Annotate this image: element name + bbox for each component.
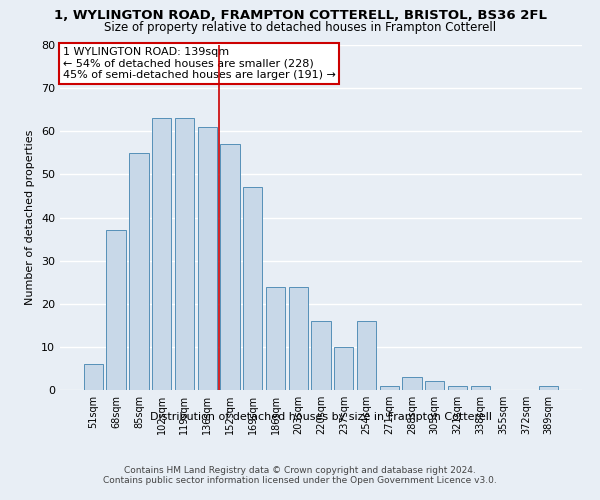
Bar: [129, 153, 149, 390]
Bar: [311, 321, 331, 390]
Bar: [197, 127, 217, 390]
Bar: [266, 286, 285, 390]
Text: 1 WYLINGTON ROAD: 139sqm
← 54% of detached houses are smaller (228)
45% of semi-: 1 WYLINGTON ROAD: 139sqm ← 54% of detach…: [62, 46, 335, 80]
Bar: [380, 386, 399, 390]
Bar: [448, 386, 467, 390]
Bar: [425, 382, 445, 390]
Bar: [539, 386, 558, 390]
Bar: [175, 118, 194, 390]
Bar: [152, 118, 172, 390]
Text: Contains HM Land Registry data © Crown copyright and database right 2024.: Contains HM Land Registry data © Crown c…: [124, 466, 476, 475]
Y-axis label: Number of detached properties: Number of detached properties: [25, 130, 35, 305]
Text: Distribution of detached houses by size in Frampton Cotterell: Distribution of detached houses by size …: [150, 412, 492, 422]
Bar: [220, 144, 239, 390]
Text: 1, WYLINGTON ROAD, FRAMPTON COTTERELL, BRISTOL, BS36 2FL: 1, WYLINGTON ROAD, FRAMPTON COTTERELL, B…: [53, 9, 547, 22]
Bar: [106, 230, 126, 390]
Bar: [403, 377, 422, 390]
Text: Contains public sector information licensed under the Open Government Licence v3: Contains public sector information licen…: [103, 476, 497, 485]
Bar: [334, 347, 353, 390]
Bar: [289, 286, 308, 390]
Text: Size of property relative to detached houses in Frampton Cotterell: Size of property relative to detached ho…: [104, 21, 496, 34]
Bar: [357, 321, 376, 390]
Bar: [84, 364, 103, 390]
Bar: [470, 386, 490, 390]
Bar: [243, 188, 262, 390]
